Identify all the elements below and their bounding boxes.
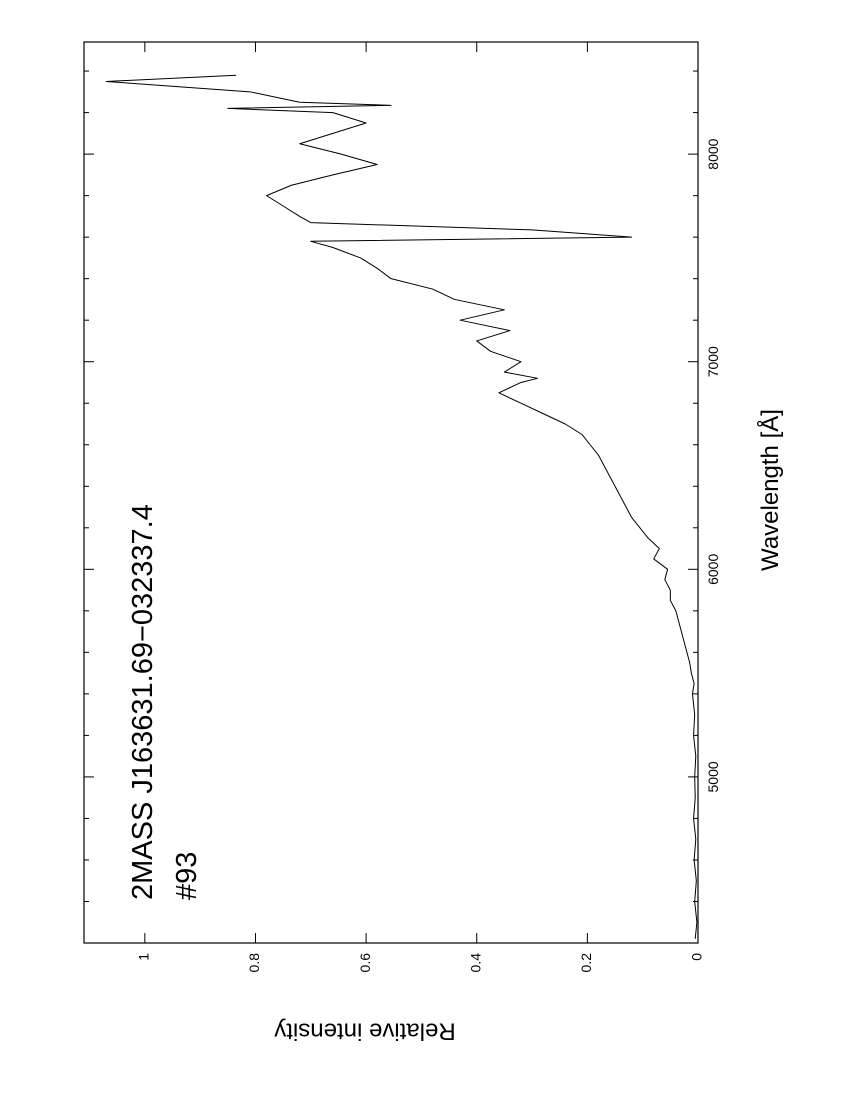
x-tick-label: 8000	[705, 138, 721, 169]
chart-subtitle: #93	[171, 852, 203, 900]
y-axis-label: Relative intensity	[274, 1018, 455, 1045]
x-tick-label: 6000	[705, 554, 721, 585]
plot-frame	[83, 41, 699, 944]
y-tick-label: 0.4	[467, 953, 483, 973]
y-tick-label: 0.2	[578, 953, 594, 973]
x-axis-label: Wavelength [Å]	[756, 409, 784, 571]
spectrum-line	[105, 74, 698, 939]
rotated-chart: 2MASS J163631.69−032337.4 #93 Wavelength…	[83, 41, 784, 1045]
y-tick-label: 0.8	[246, 953, 262, 973]
y-tick-label: 0.6	[357, 953, 373, 973]
x-tick-label: 5000	[705, 761, 721, 792]
chart-title: 2MASS J163631.69−032337.4	[127, 504, 159, 900]
y-tick-label: 1	[136, 953, 152, 961]
x-tick-label: 7000	[705, 346, 721, 377]
y-tick-label: 0	[689, 953, 705, 961]
